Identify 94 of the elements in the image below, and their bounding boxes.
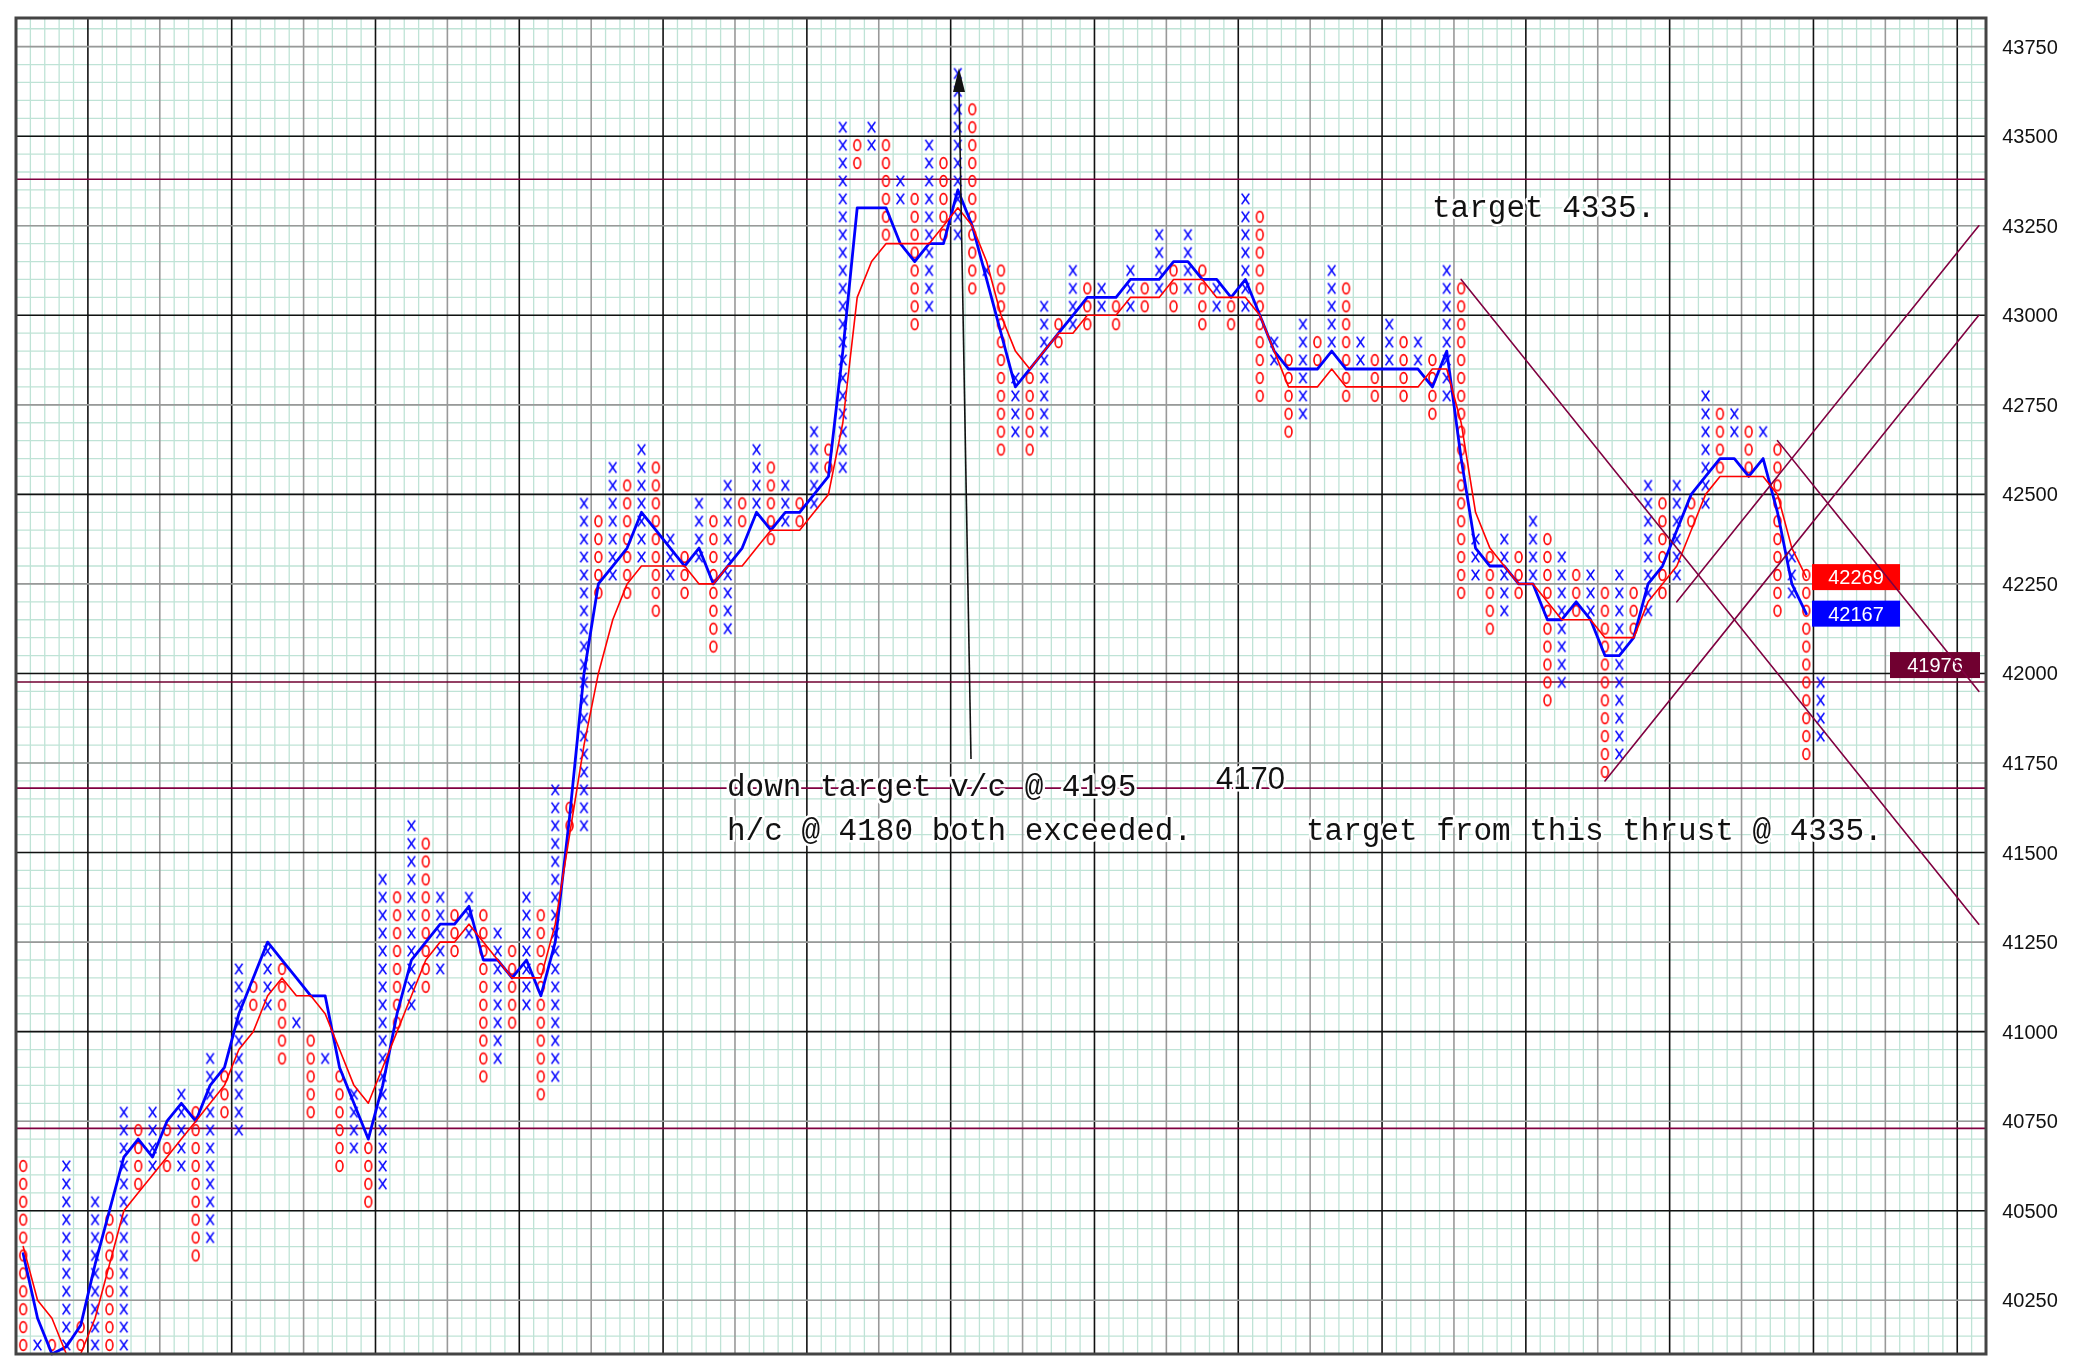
bar xyxy=(202,1049,218,1247)
data-label: 42167 xyxy=(1828,602,1884,625)
bar xyxy=(1482,548,1498,638)
bar xyxy=(1238,189,1253,316)
bar xyxy=(188,1103,203,1265)
y-tick-label: 43750 xyxy=(2002,35,2058,58)
bar xyxy=(174,1085,189,1175)
y-tick-label: 41250 xyxy=(2002,931,2058,954)
bar xyxy=(116,1103,132,1354)
bar xyxy=(59,1157,74,1354)
bar xyxy=(332,1067,347,1175)
bar xyxy=(763,458,779,549)
bar xyxy=(433,888,448,978)
bar xyxy=(1799,566,1814,764)
bar xyxy=(1324,261,1339,352)
bar xyxy=(1755,422,1771,441)
y-tick-label: 40750 xyxy=(2002,1110,2058,1133)
bar xyxy=(1281,351,1296,441)
bar xyxy=(1540,530,1555,710)
bar xyxy=(965,100,980,298)
bar xyxy=(893,172,908,208)
y-tick-label: 43250 xyxy=(2002,214,2058,237)
bar xyxy=(404,816,419,1014)
bar xyxy=(131,1121,146,1193)
bar xyxy=(1712,404,1728,477)
bar xyxy=(1310,333,1325,370)
y-tick-label: 42500 xyxy=(2002,483,2058,506)
bar xyxy=(289,1013,304,1032)
bar xyxy=(734,494,750,531)
bar xyxy=(1180,225,1196,298)
bar xyxy=(303,1031,318,1122)
bar xyxy=(519,888,534,1014)
bar xyxy=(490,924,505,1068)
bar xyxy=(389,888,405,1032)
y-tick-label: 42250 xyxy=(2002,572,2058,595)
bar xyxy=(1813,673,1828,746)
y-tick-label: 41750 xyxy=(2002,752,2058,775)
bar xyxy=(1008,369,1023,441)
bar xyxy=(1367,351,1383,405)
bar xyxy=(1554,548,1569,692)
bar xyxy=(878,136,894,244)
bar xyxy=(591,512,606,602)
bar xyxy=(1597,583,1613,781)
bar xyxy=(504,942,520,1032)
bar xyxy=(1727,404,1742,441)
bar xyxy=(1223,297,1239,334)
bar xyxy=(361,1139,376,1211)
bar xyxy=(30,1336,45,1354)
bar xyxy=(706,512,721,656)
bar xyxy=(1036,297,1052,441)
y-tick-label: 42750 xyxy=(2002,393,2058,416)
bar xyxy=(1583,566,1598,620)
bar xyxy=(1338,279,1354,405)
y-tick-label: 42000 xyxy=(2002,662,2058,685)
y-tick-label: 43000 xyxy=(2002,304,2058,327)
bar xyxy=(850,136,865,173)
bar xyxy=(806,422,822,513)
bar xyxy=(1511,548,1526,602)
bar xyxy=(418,834,434,996)
bar xyxy=(375,870,390,1193)
bar xyxy=(1022,369,1037,459)
bar xyxy=(1151,225,1167,298)
bar xyxy=(274,960,290,1068)
bar xyxy=(720,476,735,638)
bar xyxy=(1166,261,1181,316)
y-tick-label: 41500 xyxy=(2002,841,2058,864)
bar xyxy=(605,458,620,584)
bar xyxy=(864,118,879,155)
bar xyxy=(907,189,922,334)
y-tick-label: 43500 xyxy=(2002,125,2058,148)
bar xyxy=(648,458,664,620)
bar xyxy=(231,960,247,1140)
bar xyxy=(317,1049,333,1068)
ref-line-label: 41976 xyxy=(1907,654,1963,677)
bar xyxy=(102,1210,117,1354)
y-tick-label: 41000 xyxy=(2002,1020,2058,1043)
bar xyxy=(1497,530,1512,620)
data-label: 42269 xyxy=(1828,566,1884,589)
bar xyxy=(1698,386,1713,513)
bar xyxy=(1295,315,1311,423)
bar xyxy=(619,476,635,602)
bar xyxy=(1396,333,1411,405)
bar xyxy=(921,136,937,316)
bar xyxy=(1525,512,1541,584)
y-tick-label: 40500 xyxy=(2002,1199,2058,1222)
bar xyxy=(1195,261,1210,334)
bar xyxy=(533,906,549,1104)
bar xyxy=(1137,279,1152,316)
y-tick-label: 40250 xyxy=(2002,1289,2058,1312)
bar xyxy=(548,780,563,1086)
bar xyxy=(749,440,764,513)
bar xyxy=(1252,207,1268,405)
bar xyxy=(476,906,491,1086)
bar xyxy=(936,154,951,244)
